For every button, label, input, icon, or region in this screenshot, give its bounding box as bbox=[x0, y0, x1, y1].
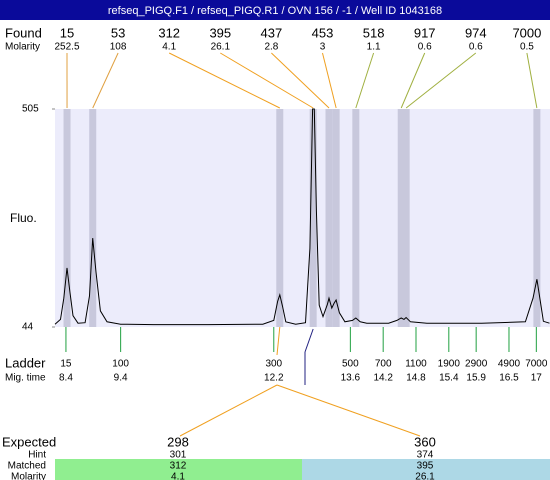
fluo-label: Fluo. bbox=[10, 211, 37, 225]
ladder-size: 1900 bbox=[438, 359, 461, 370]
hint-size: 301 bbox=[170, 450, 187, 461]
molarity-label: Molarity bbox=[11, 472, 46, 480]
y-tick-label: 44 bbox=[22, 322, 34, 333]
found-molarity: 1.1 bbox=[367, 42, 381, 53]
ladder-size: 15 bbox=[60, 359, 72, 370]
matched-label: Matched bbox=[8, 461, 46, 472]
title-bar bbox=[0, 0, 550, 20]
expected-connector bbox=[276, 326, 281, 356]
found-molarity: 3 bbox=[320, 42, 326, 53]
found-label: Found bbox=[5, 25, 42, 40]
found-molarity: 26.1 bbox=[211, 42, 231, 53]
peak-band bbox=[352, 109, 360, 327]
ladder-size: 500 bbox=[342, 359, 359, 370]
found-size: 15 bbox=[60, 25, 74, 40]
ladder-size: 2900 bbox=[465, 359, 488, 370]
peak-band bbox=[89, 109, 97, 327]
expected-size: 298 bbox=[167, 434, 189, 449]
ladder-time: 15.9 bbox=[466, 373, 486, 384]
matched-size: 395 bbox=[417, 461, 434, 472]
found-size: 974 bbox=[465, 25, 487, 40]
found-molarity: 0.6 bbox=[418, 42, 432, 53]
matched-size: 312 bbox=[170, 461, 187, 472]
peak-connector bbox=[526, 52, 538, 109]
found-molarity: 2.8 bbox=[264, 42, 278, 53]
found-size: 395 bbox=[209, 25, 231, 40]
hint-size: 374 bbox=[417, 450, 434, 461]
expected-bar bbox=[302, 459, 550, 480]
peak-band bbox=[332, 109, 340, 327]
ladder-time: 9.4 bbox=[114, 373, 128, 384]
expected-bar bbox=[55, 459, 302, 480]
ladder-time: 12.2 bbox=[264, 373, 284, 384]
peak-connector bbox=[220, 52, 314, 109]
ladder-time: 8.4 bbox=[59, 373, 73, 384]
found-size: 518 bbox=[363, 25, 385, 40]
expected-label: Expected bbox=[2, 434, 56, 449]
expected-connector bbox=[179, 384, 278, 437]
peak-band bbox=[309, 109, 317, 327]
found-molarity: 252.5 bbox=[54, 42, 79, 53]
title: refseq_PIGQ.F1 / refseq_PIGQ.R1 / OVN 15… bbox=[108, 5, 442, 17]
ladder-time: 14.8 bbox=[406, 373, 426, 384]
found-size: 437 bbox=[261, 25, 283, 40]
found-size: 917 bbox=[414, 25, 436, 40]
peak-connector bbox=[168, 52, 281, 109]
ladder-time: 17 bbox=[531, 373, 543, 384]
y-tick-label: 505 bbox=[22, 104, 39, 115]
peak-band bbox=[533, 109, 541, 327]
ladder-size: 700 bbox=[375, 359, 392, 370]
peak-connector bbox=[92, 52, 119, 109]
expected-bars bbox=[55, 459, 550, 480]
expected-size: 360 bbox=[414, 434, 436, 449]
ladder-size: 4900 bbox=[498, 359, 521, 370]
matched-molarity: 26.1 bbox=[415, 472, 435, 480]
mig-time-label: Mig. time bbox=[5, 373, 46, 384]
found-molarity-label: Molarity bbox=[5, 42, 40, 53]
expected-connector bbox=[276, 384, 421, 437]
found-molarity: 4.1 bbox=[162, 42, 176, 53]
expected-connector bbox=[304, 328, 314, 353]
ladder-time: 16.5 bbox=[499, 373, 519, 384]
peak-band bbox=[276, 109, 284, 327]
peak-connector bbox=[355, 52, 375, 109]
found-molarity: 0.5 bbox=[520, 42, 534, 53]
found-size: 7000 bbox=[512, 25, 541, 40]
peak-band bbox=[397, 109, 405, 327]
peak-connector bbox=[322, 52, 337, 109]
peak-band bbox=[63, 109, 71, 327]
found-molarity: 108 bbox=[110, 42, 127, 53]
peak-connector bbox=[405, 52, 477, 109]
ladder-time: 15.4 bbox=[439, 373, 459, 384]
ladder-label: Ladder bbox=[5, 355, 46, 370]
found-molarity: 0.6 bbox=[469, 42, 483, 53]
found-size: 453 bbox=[312, 25, 334, 40]
ladder-size: 7000 bbox=[525, 359, 548, 370]
found-size: 312 bbox=[158, 25, 180, 40]
ladder-time: 13.6 bbox=[341, 373, 361, 384]
matched-molarity: 4.1 bbox=[171, 472, 185, 480]
peak-connector bbox=[271, 52, 330, 109]
peak-band bbox=[325, 109, 333, 327]
ladder-size: 1100 bbox=[405, 359, 427, 370]
peak-band bbox=[402, 109, 410, 327]
ladder-size: 100 bbox=[112, 359, 129, 370]
hint-label: Hint bbox=[28, 450, 46, 461]
plot-area bbox=[55, 109, 550, 327]
found-size: 53 bbox=[111, 25, 125, 40]
ladder-time: 14.2 bbox=[373, 373, 393, 384]
trace bbox=[54, 108, 550, 326]
peak-connector bbox=[400, 52, 426, 109]
ladder-size: 300 bbox=[265, 359, 282, 370]
